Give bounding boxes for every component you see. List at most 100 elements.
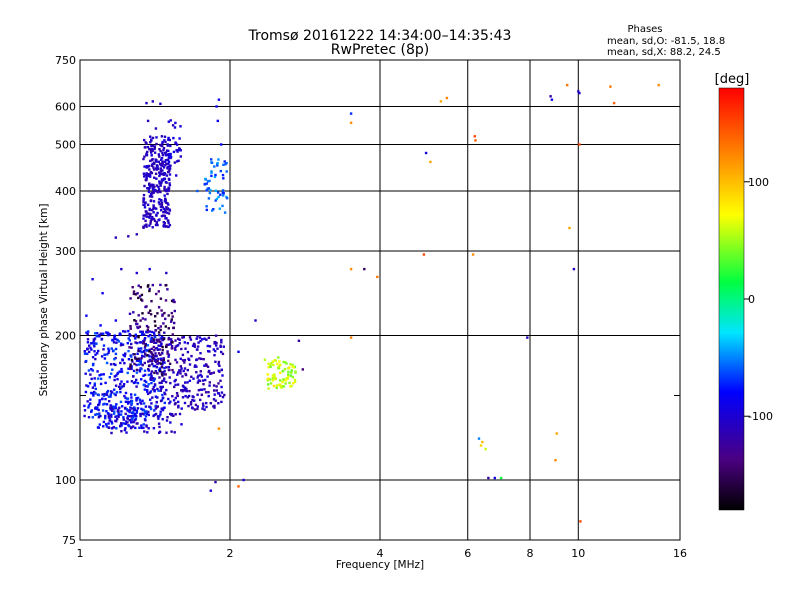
data-point: [152, 379, 155, 383]
data-point: [153, 390, 156, 393]
data-point: [161, 151, 164, 154]
data-point: [154, 404, 157, 408]
data-point: [130, 396, 133, 399]
data-point: [122, 384, 125, 388]
data-point: [182, 369, 185, 373]
data-point: [205, 208, 208, 212]
data-point: [183, 341, 186, 344]
data-point: [267, 366, 270, 369]
data-point: [83, 404, 86, 408]
data-point: [135, 335, 138, 338]
data-point: [156, 396, 159, 399]
data-point: [148, 391, 152, 394]
data-point: [199, 352, 202, 355]
data-point: [150, 154, 153, 157]
data-point: [220, 391, 224, 394]
data-point: [213, 165, 216, 168]
data-point: [102, 332, 105, 335]
data-point: [131, 407, 134, 410]
data-point: [164, 373, 167, 376]
data-point: [481, 440, 484, 444]
data-point: [151, 208, 154, 212]
data-point: [188, 336, 192, 339]
data-point: [289, 374, 293, 377]
data-point: [214, 360, 217, 363]
data-point: [151, 188, 155, 191]
data-point: [213, 404, 216, 408]
colorbar-label: [deg]: [715, 72, 750, 87]
data-point: [116, 338, 119, 342]
data-point: [160, 387, 163, 390]
data-point: [162, 214, 165, 217]
data-point: [168, 209, 172, 212]
data-point: [164, 164, 167, 167]
data-point: [130, 380, 134, 383]
data-point: [167, 212, 171, 215]
data-point: [144, 174, 147, 177]
data-point: [177, 337, 180, 340]
data-point: [162, 337, 166, 341]
data-point: [173, 309, 176, 313]
data-point: [128, 312, 132, 315]
data-point: [105, 410, 108, 413]
stats-line-x: mean, sd,X: 88.2, 24.5: [607, 47, 721, 58]
data-point: [167, 355, 170, 358]
data-point: [284, 379, 288, 382]
data-point: [160, 214, 164, 218]
data-point: [110, 413, 113, 416]
data-point: [85, 359, 88, 363]
data-point: [112, 426, 116, 429]
data-point: [214, 173, 217, 177]
data-point: [154, 189, 157, 192]
data-point: [156, 387, 159, 391]
data-point: [109, 408, 113, 411]
data-point: [195, 358, 199, 361]
data-point: [96, 377, 100, 380]
data-point: [201, 402, 205, 405]
data-point: [211, 209, 214, 212]
data-point: [159, 283, 162, 287]
data-point: [114, 337, 117, 341]
data-point: [147, 311, 150, 314]
data-point: [549, 95, 552, 98]
data-point: [274, 359, 277, 362]
data-point: [277, 365, 280, 368]
data-point: [172, 371, 175, 374]
data-point: [135, 397, 138, 400]
data-point: [165, 284, 168, 287]
data-point: [140, 333, 144, 336]
data-point: [157, 219, 160, 222]
data-point: [196, 348, 199, 351]
data-point: [165, 366, 168, 369]
data-point: [170, 311, 173, 315]
data-point: [200, 375, 203, 378]
data-point: [140, 407, 143, 411]
data-point: [153, 176, 156, 179]
data-point: [193, 343, 196, 346]
data-point: [139, 412, 142, 416]
data-point: [113, 334, 116, 337]
data-point: [149, 337, 153, 340]
data-point: [151, 353, 154, 357]
data-point: [134, 341, 137, 344]
data-point: [237, 485, 240, 488]
data-point: [179, 155, 182, 158]
data-point: [139, 414, 142, 418]
data-point: [165, 188, 169, 191]
data-point: [217, 158, 220, 161]
data-point: [143, 361, 146, 365]
data-point: [115, 403, 118, 406]
data-point: [154, 324, 157, 327]
data-point: [91, 363, 95, 367]
data-point: [144, 419, 147, 422]
data-point: [152, 427, 156, 430]
data-point: [109, 395, 112, 398]
data-point: [173, 431, 176, 434]
data-point: [163, 139, 166, 142]
data-point: [135, 399, 138, 402]
data-point: [107, 416, 111, 419]
data-point: [194, 403, 198, 407]
data-point: [133, 319, 136, 322]
data-point: [153, 320, 157, 323]
data-point: [108, 419, 111, 422]
